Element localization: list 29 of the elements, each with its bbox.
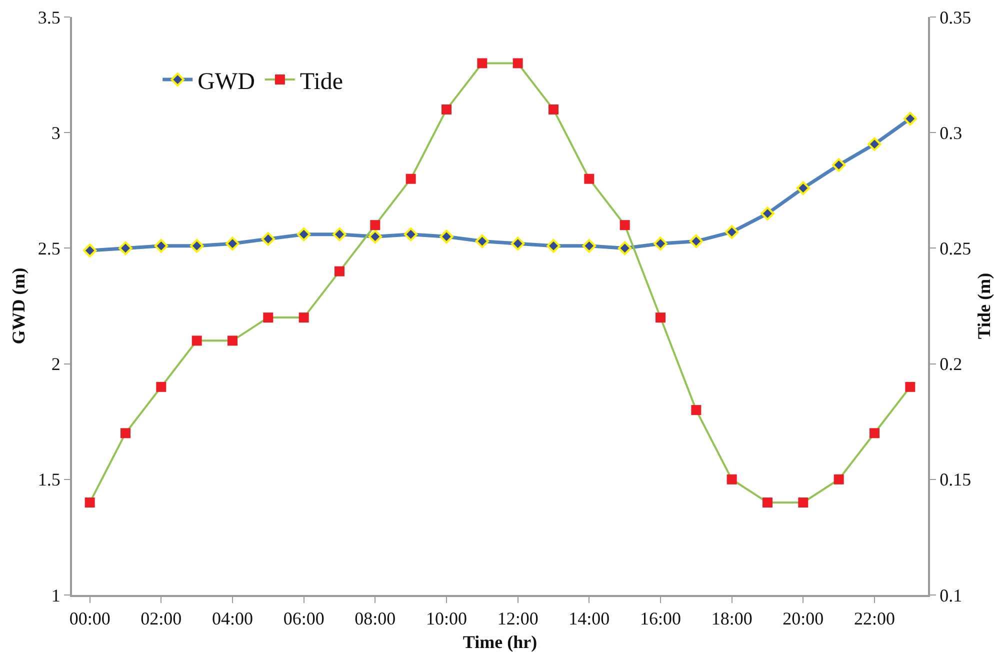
x-tick-label: 14:00 — [568, 608, 610, 629]
x-tick-label: 16:00 — [640, 608, 682, 629]
legend-label: Tide — [300, 68, 344, 95]
y2-tick-label: 0.1 — [940, 585, 962, 606]
y-tick-label: 3.5 — [38, 7, 60, 28]
x-tick-label: 08:00 — [354, 608, 396, 629]
y2-tick-label: 0.25 — [940, 238, 972, 258]
x-tick-label: 10:00 — [426, 608, 468, 629]
x-tick-label: 22:00 — [854, 608, 896, 629]
y2-tick-label: 0.3 — [940, 122, 962, 143]
x-tick-label: 02:00 — [140, 608, 182, 629]
y-tick-label: 2 — [51, 354, 60, 374]
x-tick-label: 12:00 — [497, 608, 538, 629]
y-tick-label: 2.5 — [38, 238, 60, 258]
y2-tick-label: 0.2 — [940, 354, 962, 374]
y2-tick-label: 0.35 — [940, 7, 972, 28]
y-tick-label: 1 — [51, 585, 60, 606]
x-tick-label: 18:00 — [711, 608, 752, 629]
x-tick-label: 20:00 — [782, 608, 824, 629]
y2-tick-label: 0.15 — [940, 470, 972, 490]
y-tick-label: 1.5 — [38, 470, 60, 490]
x-tick-label: 00:00 — [69, 608, 110, 629]
x-tick-label: 06:00 — [283, 608, 324, 629]
y-axis-title: GWD (m) — [8, 268, 29, 344]
x-axis-title: Time (hr) — [462, 632, 538, 652]
legend-label: GWD — [198, 68, 255, 95]
y2-axis-title: Tide (m) — [974, 272, 994, 340]
y-tick-label: 3 — [51, 122, 60, 143]
x-tick-label: 04:00 — [212, 608, 254, 629]
